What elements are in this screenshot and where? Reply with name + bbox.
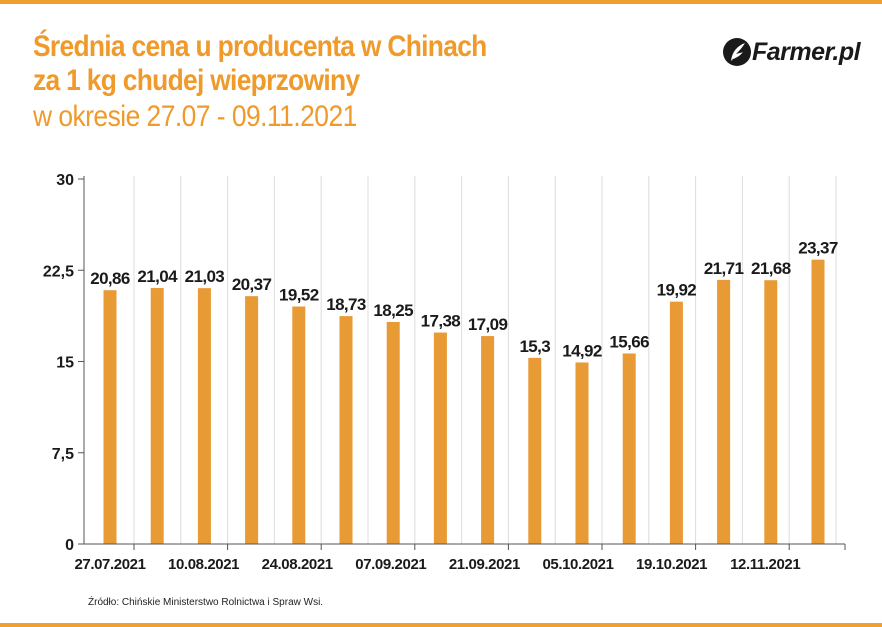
farmer-logo: Farmer.pl [722,36,862,70]
bar-value-label: 15,66 [609,332,649,351]
bar [575,362,589,544]
bar-value-label: 17,38 [421,312,461,331]
y-tick-label: 30 [56,172,74,189]
top-accent-line [0,0,882,4]
bar [622,353,636,544]
bar-value-label: 18,73 [326,295,366,314]
bar [245,296,259,544]
bar [717,279,731,544]
bar [433,332,447,544]
farmer-logo-icon [723,38,751,66]
bar [764,280,778,544]
bar [386,321,400,544]
x-tick-label: 21.09.2021 [449,556,520,573]
y-tick-label: 0 [65,537,74,554]
title-line-1: Średnia cena u producenta w Chinach [33,30,487,63]
bar [811,259,825,544]
bar [528,357,542,544]
bar-value-label: 21,04 [137,267,178,286]
title-line-2: za 1 kg chudej wieprzowiny [33,64,360,97]
bar [339,316,353,544]
bar-value-label: 17,09 [468,315,508,334]
bar-value-label: 20,86 [90,269,130,288]
bar-value-label: 15,3 [519,337,550,356]
bar-value-label: 21,03 [185,267,225,286]
bottom-accent-line [0,623,882,627]
x-tick-label: 07.09.2021 [355,556,426,573]
bar-value-label: 18,25 [373,301,413,320]
bar-value-label: 21,71 [704,259,744,278]
bar-value-label: 21,68 [751,259,791,278]
bar [103,290,117,544]
y-tick-label: 15 [56,355,74,372]
bar [481,336,495,544]
bar-value-label: 14,92 [562,341,602,360]
title-line-3: w okresie 27.07 - 09.11.2021 [33,100,357,133]
bar-value-label: 19,52 [279,286,319,305]
source-note: Źródło: Chińskie Ministerstwo Rolnictwa … [88,597,324,608]
bar-value-label: 23,37 [798,239,838,258]
x-tick-label: 05.10.2021 [542,556,613,573]
bar [150,288,164,544]
x-tick-label: 10.08.2021 [168,556,239,573]
chart-title: Średnia cena u producenta w Chinach za 1… [33,30,548,136]
logo-text: Farmer.pl [752,38,861,66]
bar-value-label: 19,92 [657,281,697,300]
bar-value-label: 20,37 [232,275,272,294]
bar [197,288,211,544]
y-tick-label: 7,5 [52,446,74,463]
y-tick-label: 22,5 [43,263,74,280]
x-tick-label: 24.08.2021 [262,556,333,573]
x-tick-label: 27.07.2021 [74,556,145,573]
bar [292,306,306,544]
x-tick-label: 12.11.2021 [730,556,800,573]
bar [669,301,683,544]
x-tick-label: 19.10.2021 [636,556,707,573]
